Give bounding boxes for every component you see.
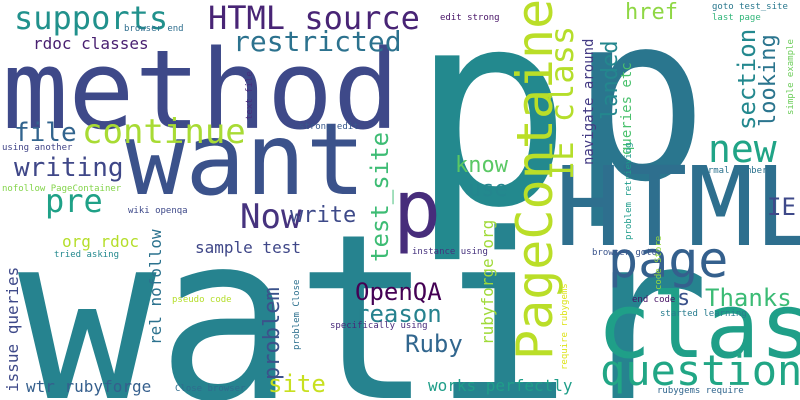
word-rubyforge-org: rubyforge org (478, 219, 497, 345)
word-tried-asking: tried asking (54, 250, 120, 260)
word-supports: supports (14, 0, 169, 37)
word-queries-etc: queries etc (619, 62, 635, 155)
word-goto-test-site: goto test_site (712, 2, 788, 12)
word-restricted: restricted (233, 25, 402, 58)
word-pseudo-code: pseudo code (172, 295, 232, 305)
word-new: new (708, 127, 777, 171)
word-rel-nofollow: rel nofollow (146, 229, 165, 345)
word-code-store: code Store (654, 235, 664, 290)
word-rdoc-classes: rdoc classes (33, 34, 149, 53)
word-ie-class: IE class (543, 25, 581, 180)
word-pre: pre (45, 182, 103, 220)
word-href: href (625, 0, 678, 25)
word-problem: problem (260, 287, 285, 380)
word-write: write (290, 203, 357, 228)
word-p: p (410, 0, 573, 267)
word-rubygems-require: rubygems require (657, 386, 744, 396)
word-continue: continue (82, 112, 246, 152)
word-now: Now (240, 197, 302, 237)
word-watir: watir (18, 186, 711, 400)
word-close-browser: Close browser (175, 384, 246, 394)
word-browser-end: browser end (124, 24, 184, 34)
word-edit-strong: edit strong (440, 13, 500, 23)
word-problem-retrieving: problem retrieving (624, 142, 634, 240)
word-test-site: test_site (366, 131, 394, 262)
word-site: site (268, 370, 326, 398)
word-looking: looking (756, 34, 781, 127)
word-works-perfectly: works perfectly (428, 376, 573, 395)
word-sample-test: sample test (195, 238, 301, 257)
word-ruby: Ruby (405, 330, 463, 358)
word-started-learning: started learning (660, 309, 747, 319)
word-know: know (455, 153, 508, 178)
word-org-rdoc: org rdoc (62, 232, 140, 251)
word-normal-members: normal members (697, 166, 773, 176)
word-openqa: OpenQA (355, 278, 442, 306)
word-specifically-using: specifically using (330, 321, 428, 331)
word-problem-close: problem Close (292, 279, 302, 350)
word-want: want (125, 101, 366, 218)
word-use: use (468, 177, 508, 202)
word-simple-example: simple example (786, 39, 796, 115)
word-ie: IE (767, 193, 796, 221)
word-reason: reason (355, 300, 442, 328)
word-class: class (597, 274, 800, 379)
word-s: s (677, 286, 691, 311)
word-using-another: using another (2, 143, 73, 153)
word-strong-edit: strong edit (299, 122, 359, 132)
word-page: page (608, 231, 729, 289)
word-p: p (393, 163, 442, 256)
word-end-code: end code (632, 295, 676, 305)
word-navigate-around: navigate around (581, 38, 597, 165)
word-last-page: last page (712, 13, 761, 23)
word-issue-queries: issue queries (3, 266, 22, 392)
word-html-source: HTML source (208, 0, 420, 37)
word-question: question (600, 346, 800, 395)
word-require-rubygems: require rubygems (560, 283, 570, 370)
word-thanks: Thanks (705, 284, 792, 312)
word-nofollow-pagecontainer: nofollow PageContainer (2, 184, 122, 194)
word-method: method (2, 26, 400, 154)
word-instance-using: instance using (412, 247, 488, 257)
word-file: file (14, 118, 77, 148)
word-wiki-openqa: wiki openqa (128, 206, 188, 216)
word-html: HTML (555, 143, 800, 271)
word-writing: writing (14, 153, 124, 183)
word-wtr-rubyforge: wtr rubyforge (26, 377, 152, 396)
word-browser-goto: browser goto (592, 248, 658, 258)
word-text-file: text file (245, 71, 255, 120)
word-p: p (570, 0, 709, 233)
